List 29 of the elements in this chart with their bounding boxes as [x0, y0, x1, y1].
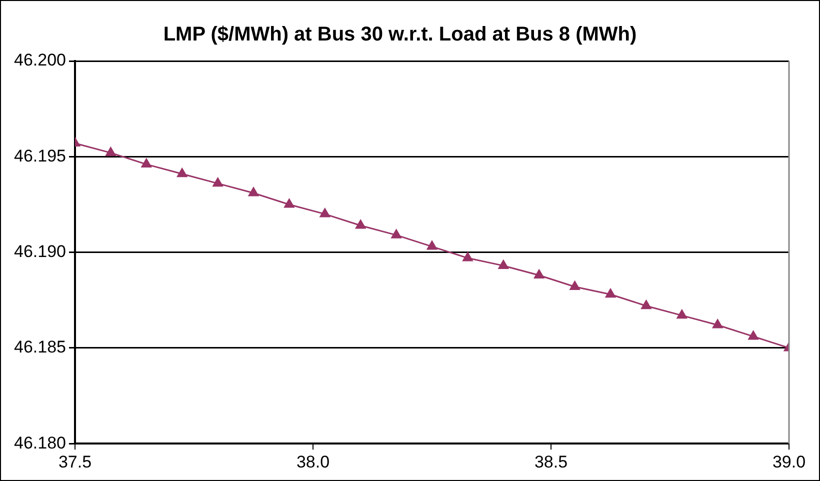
x-tick-label: 38.0: [296, 452, 330, 472]
point: [141, 158, 152, 168]
point: [498, 260, 508, 269]
point: [605, 288, 616, 298]
point: [712, 319, 723, 328]
chart-title: LMP ($/MWh) at Bus 30 w.r.t. Load at Bus 8 (MWh): [163, 24, 637, 46]
x-tick-label: 39.0: [772, 452, 806, 472]
y-tick-label: 46.190: [14, 242, 66, 261]
x-tick-label: 37.5: [58, 452, 92, 472]
x-tick-label: 38.5: [534, 452, 568, 472]
y-tick-label: 46.200: [14, 50, 66, 70]
y-tick-label: 46.195: [14, 146, 66, 166]
point: [391, 229, 402, 238]
point: [748, 330, 758, 340]
point: [534, 270, 544, 279]
point: [676, 310, 687, 319]
point: [106, 147, 116, 156]
point: [177, 168, 188, 178]
point: [356, 220, 366, 229]
y-tick-label: 46.185: [14, 338, 66, 357]
point: [212, 178, 223, 187]
y-tick-label: 46.180: [14, 433, 66, 452]
point: [462, 252, 473, 262]
point: [426, 240, 438, 250]
point: [320, 208, 330, 218]
point: [284, 198, 294, 208]
point: [570, 280, 580, 290]
point: [641, 300, 652, 310]
point: [248, 187, 259, 196]
